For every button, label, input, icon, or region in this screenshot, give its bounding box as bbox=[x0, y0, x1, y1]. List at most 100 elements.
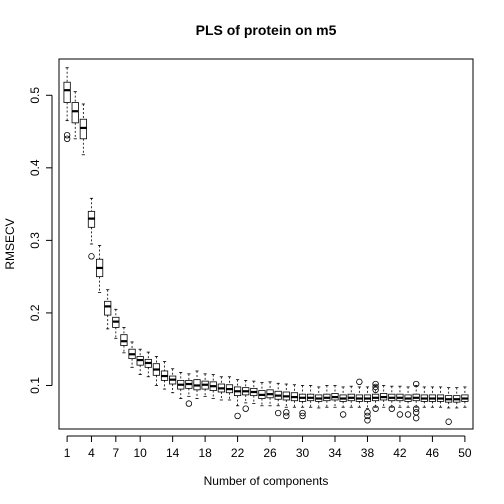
box-outlier bbox=[274, 409, 282, 417]
box-component-44 bbox=[412, 380, 420, 422]
box-component-17 bbox=[193, 370, 201, 399]
box-component-41 bbox=[388, 385, 396, 412]
box-outlier bbox=[63, 131, 71, 139]
box-outlier bbox=[356, 378, 363, 386]
box-outlier bbox=[412, 405, 420, 412]
x-axis: 1 4 7 10 14 18 22 26 30 34 38 42 46 50 bbox=[64, 435, 472, 460]
x-tick-label: 50 bbox=[458, 446, 472, 460]
box-outlier bbox=[63, 135, 71, 143]
box-component-29 bbox=[290, 384, 299, 408]
box-component-8 bbox=[120, 327, 128, 354]
box-outlier bbox=[283, 409, 290, 416]
box-outlier bbox=[412, 414, 420, 422]
x-tick-label: 30 bbox=[296, 446, 310, 460]
box-outlier bbox=[396, 411, 404, 418]
box-component-25 bbox=[258, 382, 266, 407]
box-component-38 bbox=[363, 386, 372, 424]
x-tick-label: 46 bbox=[426, 446, 440, 460]
box-component-13 bbox=[160, 361, 169, 390]
x-tick-label: 42 bbox=[393, 446, 407, 460]
box-component-10 bbox=[136, 348, 144, 375]
x-tick-label: 22 bbox=[231, 446, 245, 460]
x-axis-label: Number of components bbox=[204, 474, 329, 488]
box-outlier bbox=[339, 411, 347, 418]
box-outlier bbox=[299, 409, 306, 417]
box-component-48 bbox=[445, 387, 453, 425]
box-outlier bbox=[185, 400, 193, 407]
box-component-31 bbox=[307, 385, 315, 408]
box-component-1 bbox=[63, 67, 71, 143]
box-component-21 bbox=[225, 376, 234, 401]
box-outlier bbox=[372, 383, 379, 391]
box-component-46 bbox=[428, 386, 437, 408]
boxes-group bbox=[63, 67, 469, 425]
box-component-50 bbox=[461, 386, 469, 408]
box-component-42 bbox=[396, 385, 404, 418]
box-component-27 bbox=[274, 382, 282, 417]
box-outlier bbox=[372, 405, 379, 412]
x-tick-label: 4 bbox=[88, 446, 95, 460]
box-component-3 bbox=[79, 103, 87, 156]
box-outlier bbox=[88, 253, 95, 260]
box-component-47 bbox=[436, 386, 445, 408]
box-component-35 bbox=[339, 386, 347, 418]
box-component-16 bbox=[185, 373, 193, 407]
y-axis-label: RMSECV bbox=[3, 218, 17, 269]
box-outlier bbox=[445, 418, 452, 425]
box-component-22 bbox=[233, 379, 242, 420]
y-tick-label: 0.1 bbox=[28, 377, 42, 394]
box-component-43 bbox=[404, 386, 412, 418]
box-component-28 bbox=[282, 383, 290, 420]
box-outlier bbox=[283, 412, 290, 420]
box-outlier bbox=[364, 417, 371, 424]
box-iqr bbox=[71, 102, 79, 124]
box-component-45 bbox=[420, 386, 428, 408]
box-component-33 bbox=[323, 385, 331, 408]
box-component-32 bbox=[315, 386, 323, 409]
box-outlier bbox=[372, 380, 379, 388]
box-component-4 bbox=[87, 197, 96, 260]
box-outlier bbox=[364, 409, 371, 416]
box-outlier bbox=[388, 405, 396, 412]
box-outlier bbox=[242, 405, 249, 412]
y-axis: 0.1 0.2 0.3 0.4 0.5 bbox=[28, 87, 53, 394]
box-outlier bbox=[412, 380, 420, 388]
box-component-9 bbox=[128, 341, 136, 368]
box-component-24 bbox=[250, 380, 258, 405]
box-component-2 bbox=[71, 91, 79, 140]
box-component-11 bbox=[144, 351, 152, 378]
box-component-19 bbox=[209, 374, 217, 399]
box-component-12 bbox=[152, 356, 161, 386]
box-component-18 bbox=[201, 373, 209, 397]
box-component-5 bbox=[95, 245, 104, 294]
box-outlier bbox=[299, 412, 306, 420]
x-tick-label: 38 bbox=[361, 446, 375, 460]
box-outlier bbox=[412, 409, 420, 416]
box-outlier bbox=[234, 412, 241, 420]
box-component-30 bbox=[298, 385, 307, 420]
x-tick-label: 14 bbox=[166, 446, 180, 460]
box-component-14 bbox=[169, 368, 177, 394]
box-component-36 bbox=[347, 385, 355, 408]
plot-frame bbox=[58, 58, 474, 430]
x-tick-label: 34 bbox=[328, 446, 342, 460]
box-component-7 bbox=[112, 308, 120, 339]
x-tick-label: 26 bbox=[263, 446, 277, 460]
x-tick-label: 10 bbox=[133, 446, 147, 460]
box-component-49 bbox=[453, 387, 461, 409]
box-iqr bbox=[63, 81, 71, 103]
box-component-40 bbox=[380, 385, 388, 408]
box-iqr bbox=[104, 300, 112, 316]
y-tick-label: 0.5 bbox=[28, 87, 42, 104]
box-component-20 bbox=[217, 376, 225, 401]
x-tick-label: 7 bbox=[112, 446, 119, 460]
y-tick-label: 0.2 bbox=[28, 304, 42, 321]
box-component-15 bbox=[177, 372, 185, 399]
chart-title: PLS of protein on m5 bbox=[196, 22, 337, 38]
box-outlier bbox=[364, 412, 371, 420]
x-tick-label: 1 bbox=[64, 446, 71, 460]
box-component-39 bbox=[371, 380, 380, 412]
x-tick-label: 18 bbox=[198, 446, 212, 460]
box-component-6 bbox=[104, 289, 112, 330]
